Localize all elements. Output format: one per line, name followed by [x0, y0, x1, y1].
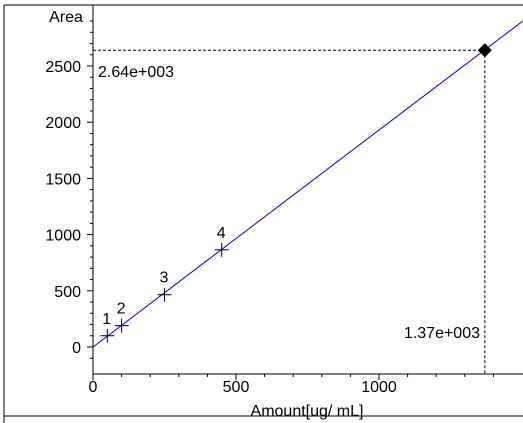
y-tick-label: 2500 [45, 59, 81, 76]
point-label: 1 [102, 311, 111, 328]
y-tick-label: 1000 [45, 228, 81, 245]
y-tick-label: 500 [54, 284, 81, 301]
x-tick-label: 500 [223, 379, 250, 396]
plot-frame [3, 4, 523, 423]
y-ticks: 0 500 1000 1500 2000 2500 [45, 20, 93, 359]
point-label: 4 [217, 225, 226, 242]
x-tick-label: 1000 [361, 379, 397, 396]
y-tick-label: 0 [72, 340, 81, 357]
x-tick-label: 0 [89, 379, 98, 396]
y-axis-title: Area [49, 9, 83, 26]
x-axis-title: Amount[ug/ mL] [251, 403, 364, 420]
point-label: 2 [117, 301, 126, 318]
y-tick-label: 2000 [45, 115, 81, 132]
sample-point-diamond [477, 43, 492, 58]
x-ticks: 0 500 1000 [89, 374, 494, 396]
calibration-points: 12 3 4 [100, 225, 229, 343]
y-tick-label: 1500 [45, 171, 81, 188]
y-value-annotation: 2.64e+003 [98, 64, 174, 81]
guide-lines [93, 49, 486, 374]
x-value-annotation: 1.37e+003 [404, 325, 480, 342]
sample-point-group [477, 43, 492, 58]
point-label: 3 [160, 270, 169, 287]
